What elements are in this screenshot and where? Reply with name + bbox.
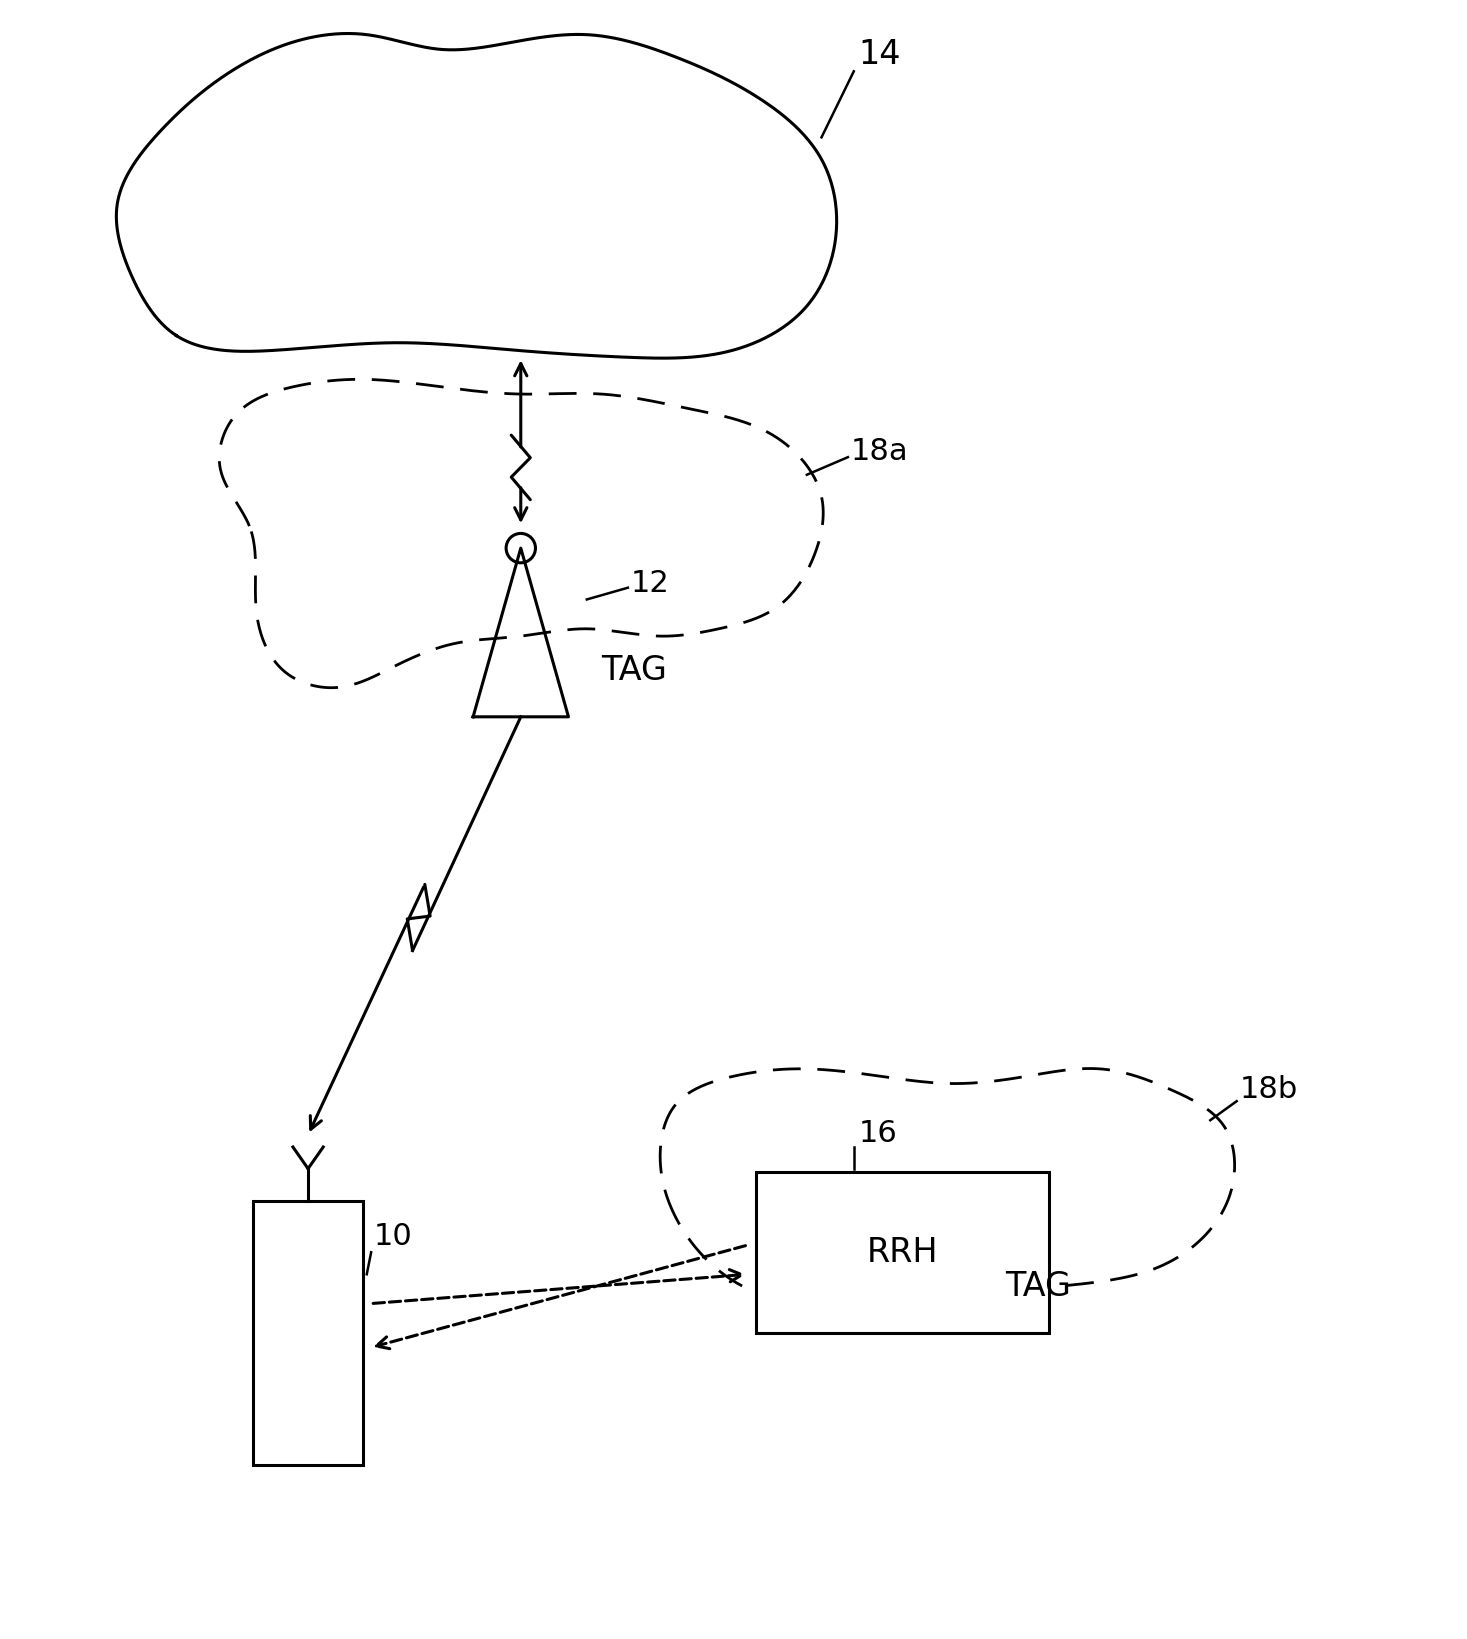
Text: TAG: TAG: [1005, 1270, 1071, 1303]
Bar: [254, 1201, 364, 1465]
Text: 10: 10: [374, 1223, 412, 1251]
Bar: [756, 1172, 1049, 1333]
Text: 18b: 18b: [1240, 1075, 1298, 1105]
Text: 16: 16: [858, 1119, 896, 1149]
Text: 14: 14: [858, 38, 901, 70]
Text: 18a: 18a: [851, 438, 908, 465]
Text: RRH: RRH: [867, 1236, 937, 1269]
Text: TAG: TAG: [601, 654, 667, 687]
Text: 12: 12: [631, 569, 669, 598]
